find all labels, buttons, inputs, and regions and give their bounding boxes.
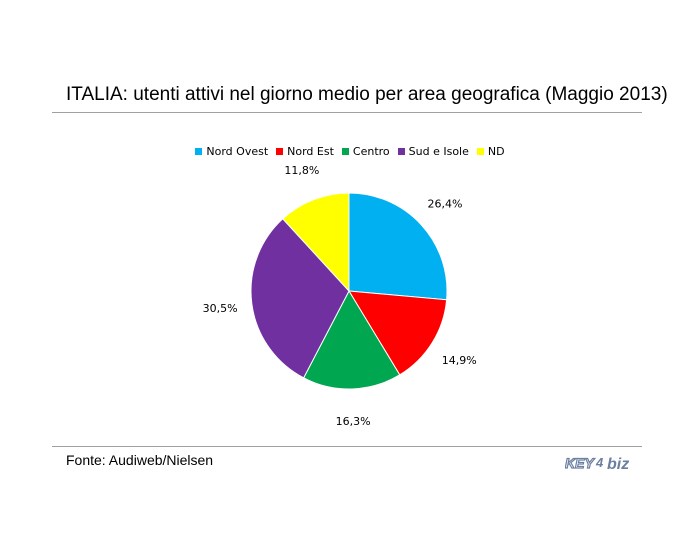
logo-text-left: KEY (565, 455, 595, 471)
chart-title: ITALIA: utenti attivi nel giorno medio p… (66, 84, 668, 105)
legend-swatch (341, 148, 349, 155)
chart-legend: Nord Ovest Nord Est Centro Sud e Isole N… (0, 145, 700, 158)
legend-item-nord-ovest: Nord Ovest (195, 145, 268, 158)
data-label: 14,9% (442, 354, 477, 367)
legend-item-nord-est: Nord Est (276, 145, 334, 158)
legend-label: Nord Est (287, 145, 334, 158)
legend-swatch (476, 148, 484, 155)
legend-item-sud-e-isole: Sud e Isole (397, 145, 469, 158)
legend-item-nd: ND (476, 145, 505, 158)
data-label: 16,3% (336, 415, 371, 428)
footer-divider (52, 446, 642, 447)
pie-slice-sud-e-isole (250, 218, 350, 379)
legend-swatch (276, 148, 284, 155)
legend-label: Nord Ovest (206, 145, 269, 158)
data-label: 11,8% (284, 164, 319, 177)
legend-swatch (195, 148, 203, 155)
legend-label: Sud e Isole (408, 145, 469, 158)
pie-slice-nd (282, 192, 350, 293)
logo-text-right: biz (607, 456, 629, 473)
source-note: Fonte: Audiweb/Nielsen (66, 452, 214, 468)
pie-slice-nord-est (348, 290, 448, 376)
logo-digit: 4 (595, 455, 604, 470)
legend-label: Centro (352, 145, 390, 158)
title-divider (52, 112, 642, 113)
data-label: 26,4% (427, 197, 462, 210)
legend-swatch (397, 148, 405, 155)
legend-label: ND (487, 145, 505, 158)
data-label: 30,5% (203, 302, 238, 315)
pie-slice-centro (302, 289, 401, 390)
legend-item-centro: Centro (341, 145, 390, 158)
key4biz-logo: KEY 4 biz (565, 454, 629, 473)
pie-slice-nord-ovest (348, 192, 448, 301)
